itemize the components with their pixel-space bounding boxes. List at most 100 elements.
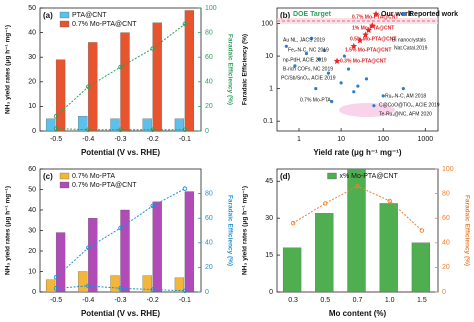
bar (78, 116, 88, 132)
x-tick-label: 1000 (418, 136, 434, 143)
y2-tick-label: 60 (205, 215, 213, 222)
bar (184, 10, 195, 132)
fe-marker (150, 203, 155, 209)
bar (110, 118, 120, 132)
scatter-point (346, 67, 351, 71)
y-axis-label: NH₃ yield rates (μg h⁻¹ mg⁻¹) (5, 186, 12, 275)
fe-line (292, 185, 423, 231)
x-tick-label: -0.4 (82, 297, 94, 304)
scatter-point (372, 104, 376, 108)
fe-marker (86, 245, 91, 250)
annotation: 0.5% Mo-PTA@CNT (350, 36, 396, 42)
fe-marker (355, 183, 360, 189)
bar (45, 118, 56, 132)
legend-label: 0.7% Mo-PTA@CNT (72, 21, 137, 28)
y-tick-label: 1 (269, 85, 273, 92)
legend-label: Reported work (409, 11, 458, 18)
x-tick-label: -0.2 (147, 136, 159, 143)
annotation: PC/Sb/SnO₂, ACIE 2019 (281, 75, 336, 81)
y2-tick-label: 60 (205, 54, 213, 61)
y-tick-label: 100 (261, 20, 273, 27)
fe-marker (387, 198, 392, 204)
fe-marker (53, 274, 59, 280)
y2-tick-label: 0 (442, 289, 446, 296)
y2-tick-label: 100 (442, 166, 454, 173)
y-tick-label: 50 (28, 5, 36, 12)
bar (152, 201, 162, 293)
x-axis-label: Potential (V vs. RHE) (81, 148, 160, 157)
x-tick-label: 100 (377, 136, 389, 143)
legend-swatch (59, 172, 70, 180)
scatter-point (314, 87, 318, 91)
x-tick-label: 1.0 (385, 297, 395, 304)
y2-tick-label: 60 (442, 215, 450, 222)
panel-label: (b) (280, 11, 291, 20)
star-point (356, 37, 364, 44)
fe-marker (419, 228, 425, 233)
bar (174, 118, 185, 132)
y-tick-label: 10 (28, 268, 36, 275)
bar (174, 277, 185, 293)
scatter-point (322, 48, 326, 52)
annotation: Te-Ru₁@NC, AFM 2020 (379, 111, 432, 117)
y-tick-label: 40 (28, 207, 36, 214)
star-point (368, 22, 376, 29)
bar (347, 168, 366, 293)
scatter-point (330, 99, 334, 104)
x-axis-label: Yield rate (μg h⁻¹ mg⁻¹) (313, 148, 401, 157)
reported-cloud (339, 103, 395, 117)
legend-swatch (327, 172, 337, 180)
annotation: Fe₂-N-C, NC 2019 (288, 47, 329, 53)
legend-marker (372, 10, 380, 17)
fe-line (55, 188, 186, 278)
x-tick-label: 10 (337, 136, 345, 143)
scatter-point (310, 36, 314, 40)
fe-marker (53, 113, 59, 119)
bar (120, 32, 130, 132)
scatter-point (356, 84, 360, 88)
fe-line (56, 285, 185, 292)
fe-marker (150, 287, 155, 292)
bar (55, 232, 66, 293)
scatter-point (284, 44, 288, 48)
annotation: B-rich COFs, NC 2019 (283, 66, 333, 72)
x-tick-label: 1.5 (417, 297, 427, 304)
fe-marker (182, 21, 188, 27)
legend-marker (402, 12, 406, 16)
legend-swatch (59, 11, 70, 19)
fe-marker (290, 220, 296, 226)
panel-label: (a) (43, 11, 53, 20)
fe-marker (86, 127, 91, 133)
fe-marker (86, 283, 91, 289)
y-axis-label: NH₃ yield rates (μg h⁻¹ mg⁻¹) (5, 25, 12, 114)
y-tick-label: 30 (28, 227, 36, 234)
y-tick-label: 0 (32, 289, 36, 296)
y-tick-label: 10 (28, 103, 36, 110)
bar (120, 209, 130, 293)
y-axis-label: Faradaic Efficiency (%) (242, 34, 249, 105)
y-tick-label: 20 (28, 248, 36, 255)
bar (184, 191, 195, 293)
y-tick-label: 45 (265, 178, 273, 185)
x-tick-label: -0.4 (82, 136, 94, 143)
fe-marker (118, 64, 123, 70)
doe-title: DOE Target (293, 11, 332, 18)
fe-marker (182, 288, 188, 294)
bar (88, 218, 98, 293)
star-point (333, 57, 341, 64)
scatter-point (381, 94, 385, 98)
panel-label: (c) (43, 172, 53, 181)
bar (282, 247, 302, 293)
scatter-point (317, 57, 321, 61)
x-tick-label: -0.5 (50, 136, 62, 143)
annotation: Au NL, JACS 2019 (283, 37, 325, 43)
fe-marker (150, 127, 155, 133)
y2-tick-label: 40 (442, 240, 450, 247)
x-tick-label: 1 (297, 136, 301, 143)
annotation: Ru₁-N-C, AM 2018 (385, 93, 426, 99)
legend-label: x% Mo-PTA@CNT (340, 173, 399, 180)
bar (315, 213, 334, 293)
bar (379, 203, 398, 293)
y-tick-label: 0 (269, 289, 273, 296)
